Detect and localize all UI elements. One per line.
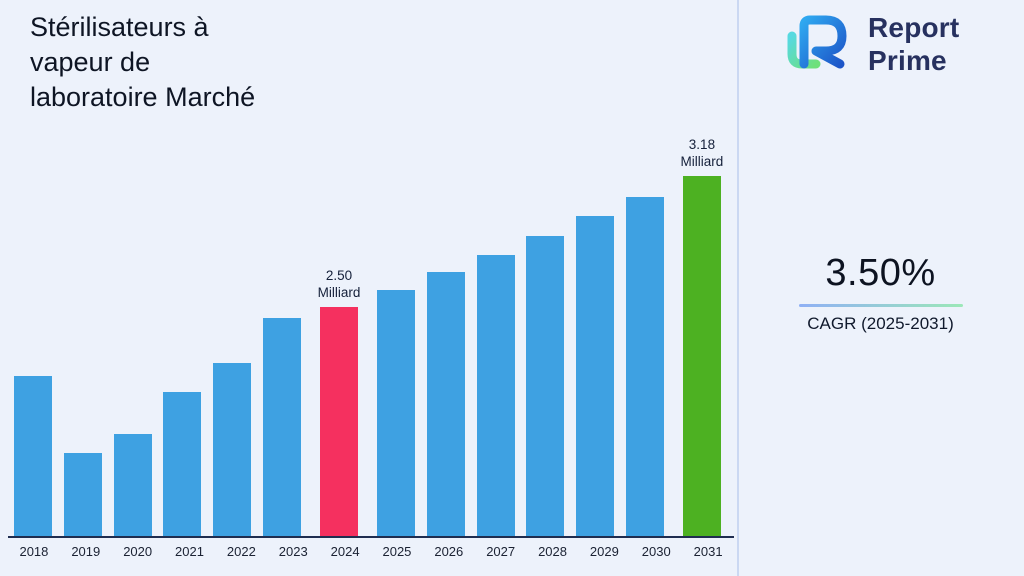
vertical-divider [737,0,739,576]
bar-column-2021 [157,392,207,536]
logo-text-line-2: Prime [868,44,947,76]
x-tick-2023: 2023 [278,544,308,559]
bar-2024 [319,307,358,536]
cagr-value: 3.50% [825,252,936,294]
x-tick-2028: 2028 [538,544,567,559]
bar-2025 [376,290,415,536]
bar-2022 [213,363,252,536]
bar-2028 [526,236,565,536]
bar-column-2027 [471,255,521,536]
x-tick-2025: 2025 [382,544,412,559]
bar-2031 [682,176,721,536]
bar-column-2030 [620,197,670,536]
bar-column-2020 [108,434,158,536]
x-tick-2029: 2029 [589,544,619,559]
x-tick-2026: 2026 [434,544,464,559]
cagr-underline [798,304,963,307]
x-tick-2030: 2030 [641,544,671,559]
bar-column-2031: 3.18 Milliard [670,136,734,536]
bar-column-2026 [421,272,471,536]
x-tick-2019: 2019 [71,544,101,559]
bar-column-2023 [257,318,307,536]
bar-column-2029 [570,216,620,536]
report-prime-logo-text: Report Prime [868,12,959,76]
page-title-line-3: laboratoire Marché [30,82,256,113]
bar-2023 [263,318,302,536]
bar-value-label-2031: 3.18 Milliard [680,136,724,170]
bar-column-2028 [520,236,570,536]
x-tick-2018: 2018 [19,544,49,559]
bar-column-2019 [58,453,108,536]
x-tick-2021: 2021 [175,544,204,559]
bar-column-2024: 2.50 Milliard [307,267,371,536]
bar-2019 [63,453,102,536]
bar-column-2018 [8,376,58,536]
x-tick-2022: 2022 [226,544,256,559]
bar-2030 [626,197,665,536]
page-title-line-1: Stérilisateurs à [30,12,209,42]
plot-area: 2.50 Milliard 3.18 Milliard [8,118,734,538]
bar-2029 [576,216,615,536]
report-prime-logo: Report Prime [778,10,959,79]
x-tick-2024: 2024 [330,544,360,559]
bar-2018 [13,376,52,536]
bar-2027 [476,255,515,536]
bar-2020 [113,434,152,536]
x-tick-2027: 2027 [486,544,516,559]
bar-column-2022 [207,363,257,536]
page-title-line-2: vapeur de [30,47,151,78]
x-tick-2020: 2020 [123,544,153,559]
bar-2021 [163,392,202,536]
logo-text-line-1: Report [868,12,960,44]
page-title: Stérilisateurs à vapeur de laboratoire M… [30,10,410,115]
bar-2026 [426,272,465,536]
cagr-block: 3.50% CAGR (2025-2031) [737,252,1024,334]
cagr-label: CAGR (2025-2031) [807,314,954,333]
bar-column-2025 [371,290,421,536]
report-prime-logo-icon [778,10,856,79]
x-tick-2031: 2031 [693,544,723,559]
bar-value-label-2024: 2.50 Milliard [317,267,361,301]
x-axis-labels: 2018 2019 2020 2021 2022 2023 2024 2025 2026 2027… [8,544,734,559]
